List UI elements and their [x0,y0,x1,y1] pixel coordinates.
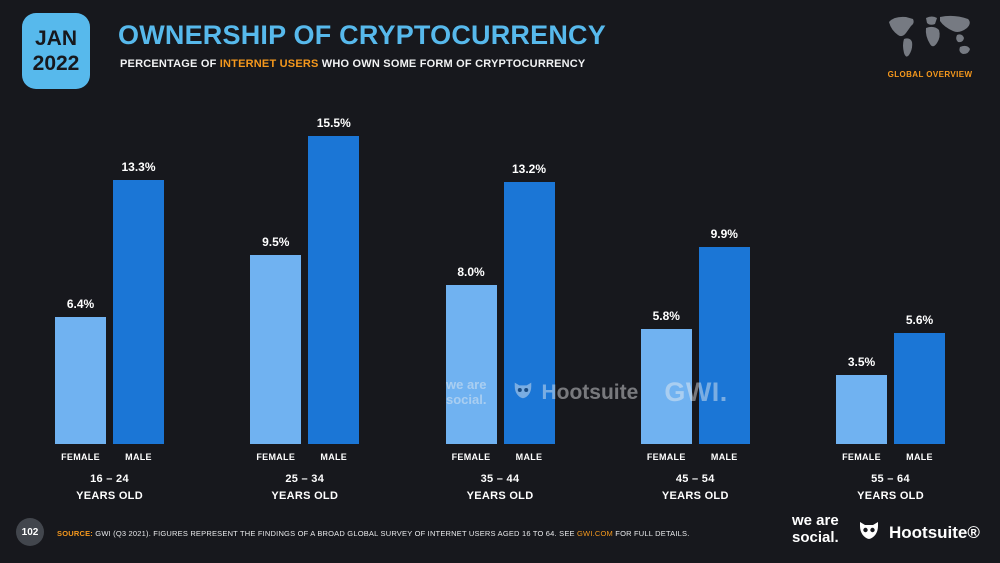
subtitle-prefix: PERCENTAGE OF [120,58,220,70]
hootsuite-logo: Hootsuite® [857,518,980,547]
series-label: MALE [125,452,152,462]
bar-male [503,181,555,444]
value-label: 5.6% [905,312,934,327]
source-note: SOURCE: GWI (Q3 2021). FIGURES REPRESENT… [57,529,690,538]
wearesocial-logo: we are social. [792,512,839,546]
bar-group: 9.5% FEMALE 15.5% MALE 25 – 34 YEARS OLD [250,112,360,505]
date-year: 2022 [32,52,80,75]
value-label: 15.5% [316,116,351,130]
age-label: 16 – 24 YEARS OLD [76,473,143,503]
gwi-watermark: GWI. [664,377,728,407]
bar-chart: 6.4% FEMALE 13.3% MALE 16 – 24 YEARS OLD 9.5% F… [55,112,945,505]
source-label: SOURCE: [57,529,93,538]
series-label: FEMALE [451,452,491,462]
age-label: 35 – 44 YEARS OLD [466,473,534,503]
series-label: MALE [320,452,348,462]
bar-male [698,247,750,444]
series-label: MALE [710,452,738,462]
subtitle-suffix: WHO OWN SOME FORM OF CRYPTOCURRENCY [318,58,586,70]
bar-male [308,136,360,444]
value-label: 5.8% [652,308,680,323]
series-label: FEMALE [646,452,686,462]
date-month: JAN [34,26,77,50]
subtitle: PERCENTAGE OF INTERNET USERS WHO OWN SOM… [120,58,585,70]
bar-female [640,328,692,444]
age-label: 45 – 54 YEARS OLD [661,473,729,503]
subtitle-highlight: INTERNET USERS [219,58,319,70]
bar-female [55,316,106,444]
bar-group: 8.0% FEMALE 13.2% MALE 35 – 44 YEARS OLD [445,112,555,505]
hootsuite-logo-text: Hootsuite® [889,522,980,542]
value-label: 3.5% [847,354,876,369]
wearesocial-watermark: we are social. [446,377,487,407]
bar-female [445,285,497,444]
bar-female [250,255,302,444]
bar-male [894,332,945,444]
bar-group: 5.8% FEMALE 9.9% MALE 45 – 54 YEARS OLD [640,112,750,505]
value-label: 13.3% [121,159,156,174]
hootsuite-owl-icon [857,518,881,547]
page-number: 102 [16,518,44,546]
series-label: FEMALE [842,452,881,462]
value-label: 8.0% [457,265,485,279]
world-map-icon [884,13,976,66]
series-label: FEMALE [256,452,296,462]
bar-male [113,179,164,444]
series-label: MALE [906,452,933,462]
age-label: 55 – 64 YEARS OLD [857,473,924,503]
series-label: MALE [515,452,543,462]
watermarks: we are social. Hootsuite GWI. [446,377,728,408]
page-title: OWNERSHIP OF CRYPTOCURRENCY [118,20,606,50]
date-badge: JAN 2022 [22,13,90,89]
age-label: 25 – 34 YEARS OLD [271,473,339,503]
source-link: GWI.COM [577,529,613,538]
hootsuite-owl-icon [512,379,534,407]
value-label: 13.2% [511,161,547,176]
value-label: 9.5% [262,235,290,250]
global-overview-label: GLOBAL OVERVIEW [887,70,973,79]
hootsuite-watermark: Hootsuite [512,379,638,407]
series-label: FEMALE [61,452,100,462]
value-label: 9.9% [710,227,738,242]
bar-group: 3.5% FEMALE 5.6% MALE 55 – 64 YEARS OLD [836,112,945,505]
bar-group: 6.4% FEMALE 13.3% MALE 16 – 24 YEARS OLD [55,112,164,505]
bar-female [836,374,887,444]
value-label: 6.4% [66,296,95,311]
